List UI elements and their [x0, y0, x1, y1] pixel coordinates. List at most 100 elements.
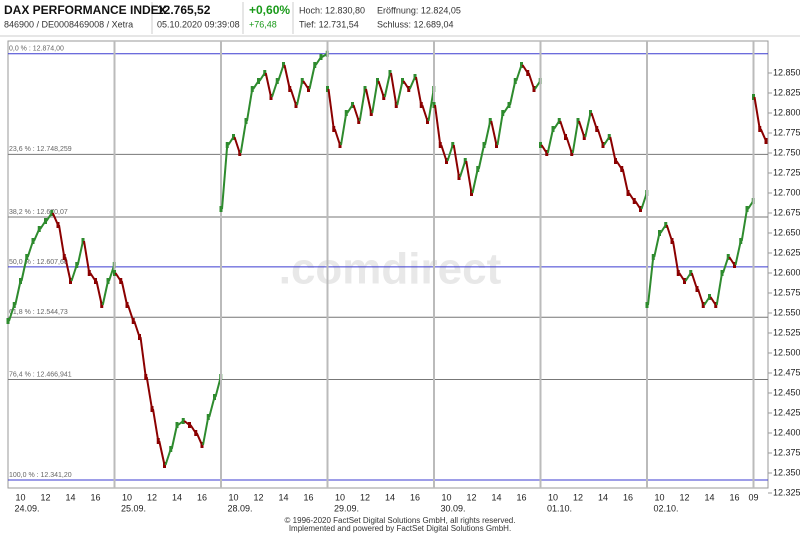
change-pct: +0,60% — [249, 3, 290, 17]
price-candle — [476, 166, 480, 172]
x-tick-label: 10 — [441, 492, 451, 502]
price-candle — [451, 142, 455, 148]
price-candle — [156, 438, 160, 444]
price-segment — [546, 128, 554, 154]
level-label: 0,0 % : 12.874,00 — [9, 46, 64, 53]
price-candle — [6, 318, 10, 324]
price-segment — [452, 144, 460, 178]
price-segment — [296, 80, 304, 106]
price-candle — [119, 278, 123, 284]
x-tick-label: 16 — [623, 492, 633, 502]
price-candle — [175, 422, 179, 428]
price-candle — [576, 118, 580, 124]
x-tick-label: 16 — [410, 492, 420, 502]
x-tick-label: 10 — [654, 492, 664, 502]
price-candle — [733, 262, 736, 268]
price-candle — [307, 86, 310, 92]
y-tick-label: 12.550 — [773, 307, 800, 317]
price-segment — [365, 88, 373, 114]
price-segment — [214, 376, 222, 398]
price-segment — [14, 280, 22, 306]
price-candle — [513, 78, 517, 84]
price-candle — [501, 110, 505, 116]
price-candle — [639, 206, 642, 212]
x-tick-label: 16 — [90, 492, 100, 502]
price-candle — [695, 286, 699, 292]
price-segment — [208, 396, 216, 418]
x-tick-label: 14 — [65, 492, 75, 502]
price-candle — [507, 102, 511, 108]
price-candle — [670, 238, 674, 244]
price-segment — [584, 112, 592, 138]
price-candle — [263, 70, 267, 76]
price-candle — [632, 198, 636, 204]
price-candle — [250, 86, 254, 92]
price-segment — [740, 208, 748, 242]
price-candle — [288, 86, 292, 92]
price-candle — [482, 142, 486, 148]
y-tick-label: 12.500 — [773, 347, 800, 357]
price-candle — [689, 270, 693, 276]
price-segment — [64, 256, 72, 282]
y-tick-label: 12.825 — [773, 87, 800, 97]
price-candle — [551, 126, 555, 132]
level-label: 50,0 % : 12.607,60 — [9, 259, 68, 266]
price-candle — [62, 254, 66, 260]
price-candle — [319, 54, 323, 60]
copyright: © 1996-2020 FactSet Digital Solutions Gm… — [285, 516, 516, 525]
price-segment — [427, 88, 435, 122]
price-candle — [56, 222, 60, 228]
y-tick-label: 12.400 — [773, 427, 800, 437]
price-candle — [19, 278, 22, 284]
high: Hoch: 12.830,80 — [299, 5, 365, 15]
price-candle — [432, 102, 436, 108]
price-segment — [120, 280, 128, 306]
price-segment — [434, 104, 442, 146]
date-label: 30.09. — [441, 503, 466, 513]
x-tick-label: 14 — [491, 492, 501, 502]
price-candle — [620, 166, 624, 172]
price-segment — [396, 80, 404, 106]
price-candle — [701, 302, 705, 308]
price-candle — [351, 102, 354, 108]
price-candle — [582, 134, 586, 140]
price-segment — [264, 72, 272, 98]
price-candle — [225, 142, 229, 148]
date-label: 25.09. — [121, 503, 146, 513]
x-tick-label: 14 — [172, 492, 182, 502]
price-candle — [626, 190, 630, 196]
price-candle — [100, 302, 104, 308]
price-segment — [20, 256, 28, 282]
price-segment — [509, 80, 517, 106]
price-candle — [94, 278, 97, 284]
price-segment — [496, 112, 504, 146]
x-tick-label: 10 — [15, 492, 25, 502]
price-segment — [358, 88, 366, 122]
price-segment — [340, 112, 348, 146]
change: +76,48 — [249, 19, 277, 29]
x-tick-label: 16 — [303, 492, 313, 502]
level-label: 23,6 % : 12.748,259 — [9, 146, 72, 153]
price-candle — [376, 78, 379, 84]
price-candle — [326, 86, 329, 92]
price-candle — [113, 270, 116, 276]
price-candle — [457, 174, 461, 180]
timestamp: 05.10.2020 09:39:08 — [157, 19, 240, 29]
price-candle — [87, 270, 91, 276]
price-candle — [658, 230, 661, 236]
y-tick-label: 12.725 — [773, 167, 800, 177]
price-candle — [726, 254, 730, 260]
y-tick-label: 12.650 — [773, 227, 800, 237]
price-segment — [58, 224, 66, 258]
price-candle — [219, 206, 223, 212]
price-segment — [734, 240, 742, 266]
price-candle — [169, 446, 173, 452]
price-segment — [653, 232, 661, 258]
price-candle — [564, 134, 567, 140]
price-segment — [471, 168, 479, 194]
price-candle — [12, 302, 16, 308]
price-segment — [672, 240, 680, 274]
price-candle — [244, 118, 248, 124]
price-candle — [401, 78, 404, 84]
